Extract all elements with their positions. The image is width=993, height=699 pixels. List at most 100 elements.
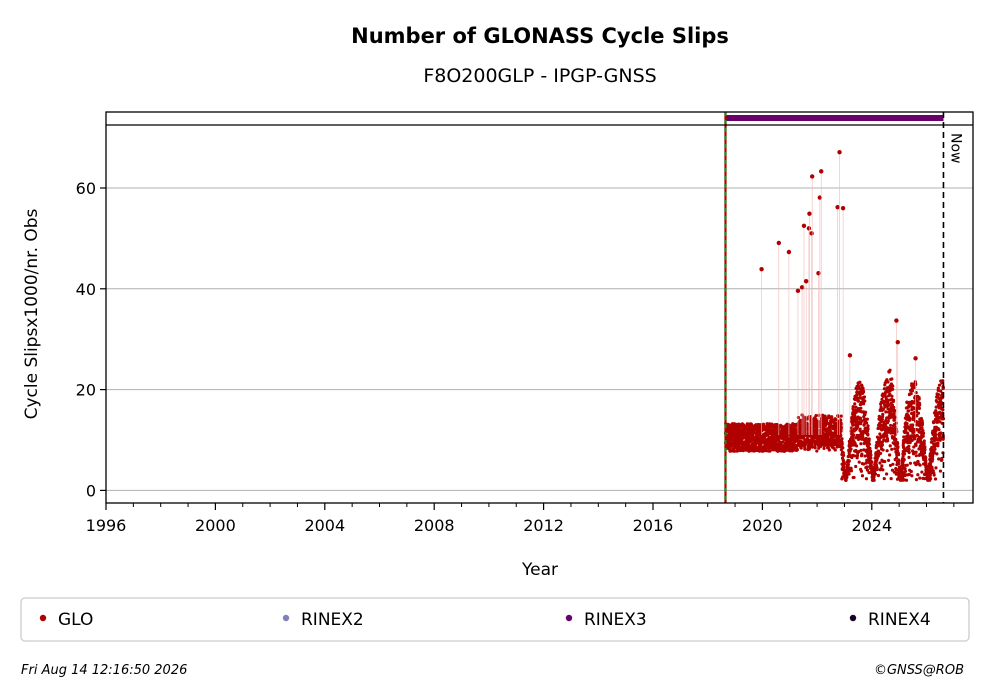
glo-point bbox=[733, 449, 737, 453]
glo-point bbox=[867, 442, 871, 446]
legend-label-rinex4: RINEX4 bbox=[868, 610, 931, 630]
glo-point bbox=[901, 476, 905, 480]
glo-point bbox=[890, 447, 894, 451]
glo-point bbox=[878, 432, 882, 436]
glo-outlier-point bbox=[795, 288, 801, 294]
y-axis-label: Cycle Slipsx1000/nr. Obs bbox=[22, 208, 42, 419]
glo-point bbox=[907, 472, 911, 476]
glo-point bbox=[881, 448, 885, 452]
glo-point bbox=[904, 428, 908, 433]
x-tick-label: 2012 bbox=[523, 516, 564, 535]
glo-point bbox=[886, 380, 890, 384]
glo-point bbox=[834, 418, 838, 422]
glo-point bbox=[849, 469, 854, 473]
glo-point bbox=[888, 368, 892, 372]
glo-point bbox=[941, 379, 945, 383]
legend: GLO RINEX2 RINEX3 RINEX4 bbox=[20, 597, 970, 642]
glo-point bbox=[922, 439, 926, 443]
glo-point bbox=[930, 457, 935, 461]
glo-point bbox=[849, 426, 853, 430]
glo-point bbox=[839, 426, 844, 430]
legend-label-rinex2: RINEX2 bbox=[301, 610, 364, 630]
glo-point bbox=[933, 477, 938, 481]
glo-point bbox=[862, 395, 867, 399]
glo-point bbox=[866, 427, 870, 431]
glo-point bbox=[894, 471, 899, 475]
glo-point bbox=[891, 384, 895, 388]
glo-point bbox=[880, 397, 884, 401]
glo-point bbox=[882, 476, 886, 481]
glo-point bbox=[878, 461, 882, 465]
glo-point bbox=[781, 440, 785, 444]
chart-title: Number of GLONASS Cycle Slips bbox=[351, 24, 729, 48]
glo-point bbox=[794, 427, 798, 431]
glo-point bbox=[851, 405, 855, 409]
glo-point bbox=[922, 441, 926, 446]
glo-point bbox=[885, 434, 889, 438]
glo-point bbox=[855, 454, 860, 458]
glo-point bbox=[905, 463, 909, 467]
glo-point bbox=[902, 452, 907, 456]
glo-point bbox=[914, 443, 918, 447]
glo-point bbox=[888, 423, 893, 428]
glo-point bbox=[907, 409, 911, 413]
glo-point bbox=[875, 467, 879, 472]
glo-point bbox=[917, 406, 922, 410]
glo-outlier-point bbox=[835, 204, 840, 210]
glo-point bbox=[827, 448, 831, 452]
glo-point bbox=[859, 406, 863, 410]
y-tick-label: 0 bbox=[86, 481, 96, 500]
glo-point bbox=[937, 457, 941, 461]
glo-point bbox=[869, 453, 873, 457]
glo-point bbox=[864, 421, 869, 425]
glo-point bbox=[914, 454, 918, 458]
glo-point bbox=[833, 448, 837, 452]
glo-point bbox=[880, 417, 884, 422]
glo-point bbox=[936, 392, 941, 397]
glo-point bbox=[860, 474, 865, 478]
glo-point bbox=[842, 461, 846, 466]
y-tick-label: 20 bbox=[76, 381, 96, 400]
glo-point bbox=[841, 453, 846, 457]
glo-point bbox=[865, 465, 869, 469]
glo-point bbox=[882, 387, 887, 391]
glo-point bbox=[934, 429, 938, 433]
glo-outlier-point bbox=[894, 318, 899, 323]
glo-point bbox=[860, 437, 864, 441]
glo-point bbox=[861, 435, 865, 439]
glo-point bbox=[932, 420, 936, 424]
glo-point bbox=[892, 418, 896, 422]
glo-point bbox=[861, 386, 865, 390]
glo-point bbox=[865, 417, 870, 421]
glo-point bbox=[934, 466, 938, 470]
glo-point bbox=[802, 436, 806, 440]
grid-layer bbox=[106, 187, 973, 491]
glo-point bbox=[854, 448, 858, 453]
glo-point bbox=[735, 449, 739, 453]
glo-point bbox=[891, 387, 895, 391]
glo-point bbox=[917, 397, 921, 401]
glo-point bbox=[849, 466, 853, 470]
x-tick-label: 1996 bbox=[86, 516, 127, 535]
glo-point bbox=[933, 447, 937, 451]
glo-point bbox=[901, 464, 905, 469]
glo-point bbox=[891, 462, 895, 466]
glo-point bbox=[908, 416, 912, 420]
glo-point bbox=[839, 433, 843, 438]
glo-point bbox=[854, 444, 859, 448]
glo-point bbox=[896, 453, 901, 457]
glo-outlier-point bbox=[786, 249, 792, 255]
glo-point bbox=[864, 461, 869, 465]
glo-point bbox=[915, 414, 919, 418]
x-tick-label: 2020 bbox=[742, 516, 783, 535]
glo-point bbox=[918, 476, 922, 480]
y-axis: 0 20 40 60 bbox=[76, 179, 106, 500]
glo-point bbox=[880, 464, 884, 468]
glo-point bbox=[939, 431, 943, 435]
glo-point bbox=[910, 389, 915, 393]
glo-point bbox=[901, 454, 905, 459]
glo-point bbox=[914, 391, 918, 395]
glo-point bbox=[941, 408, 945, 412]
glo-point bbox=[859, 421, 863, 426]
